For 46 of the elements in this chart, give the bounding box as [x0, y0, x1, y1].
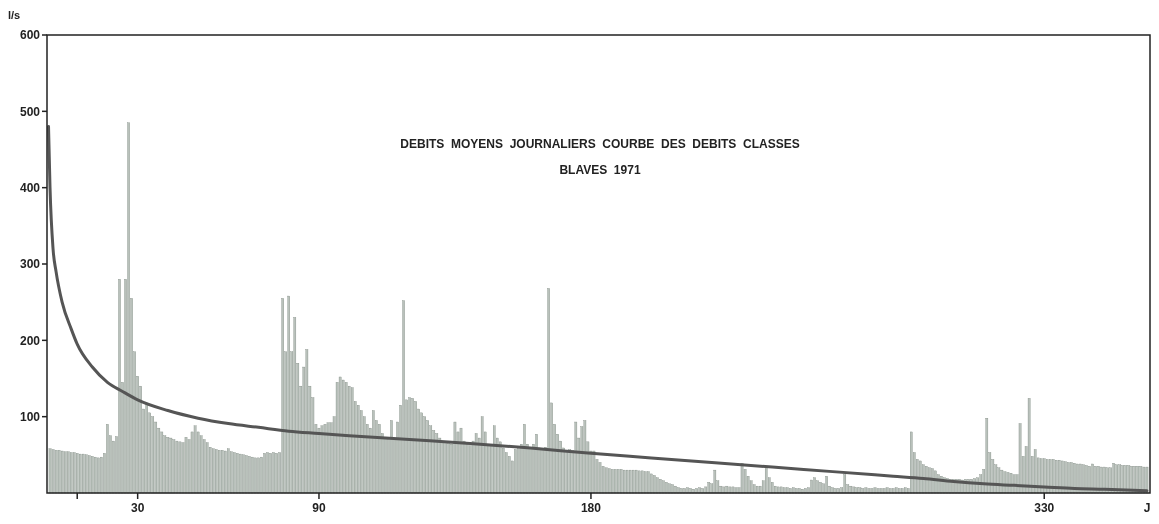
y-axis-title: l/s	[8, 9, 21, 21]
y-tick-label: 100	[19, 409, 41, 424]
bar	[106, 424, 109, 494]
x-tick-label: 330	[1034, 501, 1055, 515]
bar	[707, 482, 711, 494]
bar	[704, 486, 708, 494]
y-tick-label: 500	[19, 104, 41, 119]
bar	[127, 122, 130, 494]
bar	[305, 349, 309, 494]
bar	[752, 484, 756, 494]
bar	[825, 476, 828, 494]
bar	[910, 431, 913, 494]
bar	[810, 479, 813, 494]
y-tick-label: 400	[19, 180, 41, 195]
bar	[118, 279, 121, 494]
y-tick-label: 200	[19, 333, 41, 348]
bar	[574, 421, 578, 494]
x-tick-label: 180	[580, 501, 602, 515]
bar	[514, 449, 517, 494]
bar	[985, 418, 989, 494]
bar	[583, 420, 587, 494]
text: BLAVES 1971	[559, 163, 641, 177]
bar	[1018, 423, 1022, 494]
text: DEBITS MOYENS JOURNALIERS COURBE DES DEBITS CLASSES	[400, 137, 800, 151]
bar	[547, 288, 550, 494]
bar	[749, 480, 753, 494]
x-axis-title: J	[1143, 501, 1151, 515]
bar	[1027, 398, 1031, 494]
y-tick-label: 600	[19, 28, 41, 43]
line-series	[47, 125, 1149, 493]
x-tick-label: 90	[312, 501, 326, 515]
bar	[493, 425, 496, 494]
x-tick-label: 30	[130, 501, 145, 515]
bar	[843, 474, 847, 494]
y-tick-label: 300	[19, 257, 41, 272]
bar	[453, 421, 457, 494]
bar	[743, 469, 747, 494]
bar	[293, 317, 297, 494]
bar	[480, 416, 484, 494]
bar	[48, 448, 52, 494]
bar	[281, 298, 284, 494]
bar	[713, 469, 717, 494]
bar	[764, 467, 768, 494]
bar	[402, 300, 405, 494]
bar	[523, 424, 526, 494]
bar	[287, 295, 290, 494]
